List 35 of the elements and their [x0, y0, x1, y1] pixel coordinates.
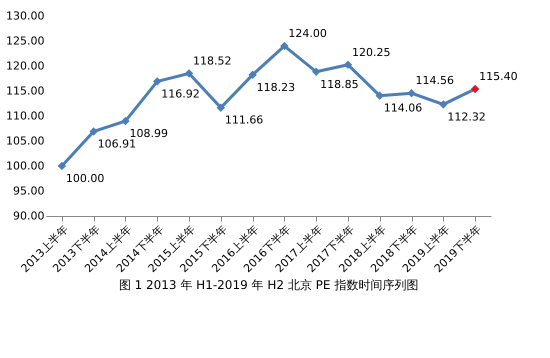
y-tick-label: 90.00 — [13, 210, 44, 222]
point — [216, 104, 226, 112]
point — [121, 116, 130, 126]
data-label: 114.06 — [384, 102, 422, 115]
data-label: 118.23 — [256, 80, 296, 94]
point — [439, 100, 448, 109]
y-tick-label: 120.00 — [6, 60, 44, 72]
point — [470, 84, 480, 94]
point — [58, 162, 66, 170]
y-tick-label: 105.00 — [6, 134, 44, 148]
data-label: 120.25 — [352, 46, 390, 59]
y-tick-label: 100.00 — [6, 160, 44, 172]
point — [184, 69, 194, 78]
data-label: 112.32 — [447, 110, 486, 124]
point — [248, 70, 257, 80]
y-tick-label: 110.00 — [6, 110, 44, 122]
point — [376, 92, 384, 100]
y-tick-label: 130.00 — [6, 10, 44, 22]
text: 图 1 2013 年 H1-2019 年 H2 北京 PE 指数时间序列图 — [118, 278, 418, 292]
point — [153, 77, 162, 86]
point — [280, 42, 289, 50]
data-label: 116.92 — [161, 87, 200, 100]
y-tick-label: 125.00 — [6, 34, 44, 48]
data-label: 118.85 — [320, 78, 359, 91]
y-tick-label: 115.00 — [6, 84, 44, 98]
point — [312, 68, 320, 76]
point — [89, 127, 98, 136]
data-label: 115.40 — [479, 70, 518, 83]
data-label: 114.56 — [416, 74, 454, 88]
data-label: 118.52 — [193, 54, 232, 68]
data-label: 124.00 — [288, 27, 327, 40]
y-tick-label: 95.00 — [13, 184, 44, 198]
point — [344, 60, 352, 69]
data-label: 100.00 — [66, 172, 104, 185]
data-label: 111.66 — [224, 114, 264, 127]
